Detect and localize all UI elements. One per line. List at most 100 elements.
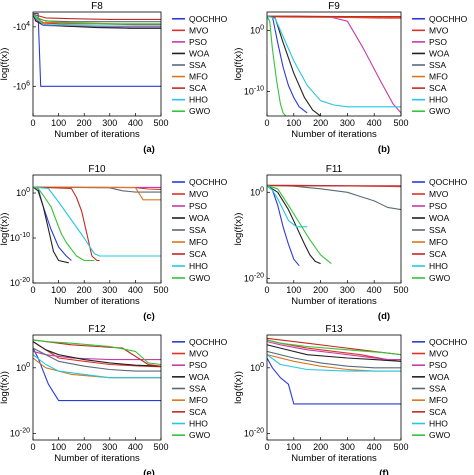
series-line-gwo	[267, 16, 287, 116]
series-line-woa	[33, 341, 161, 367]
series-group	[267, 15, 401, 116]
y-axis-label: log(f(x))	[233, 48, 244, 81]
y-tick-label: 100	[250, 362, 264, 373]
series-line-gwo	[267, 339, 401, 356]
y-tick-label: 100	[250, 186, 264, 197]
x-tick-label: 100	[51, 118, 66, 128]
series-line-qochho	[267, 357, 401, 405]
plot-frame	[32, 11, 162, 117]
chart-title: F8	[91, 1, 103, 12]
plot-frame	[266, 334, 402, 441]
x-tick-label: 400	[128, 442, 143, 452]
series-line-hho	[33, 354, 161, 379]
series-line-gwo	[33, 339, 161, 366]
legend-label: MFO	[429, 72, 448, 82]
y-axis-label: log(f(x))	[0, 371, 10, 404]
legend-label: SCA	[429, 407, 447, 417]
legend-label: SCA	[429, 249, 447, 259]
x-axis-label: Number of iterations	[54, 296, 140, 307]
legend-label: GWO	[189, 430, 211, 440]
y-axis-label: log(f(x))	[233, 371, 244, 404]
series-line-qochho	[33, 12, 161, 87]
panel-caption: (e)	[143, 468, 155, 475]
series-group	[267, 337, 401, 405]
x-tick-label: 200	[313, 442, 328, 452]
series-line-gwo	[33, 13, 161, 25]
x-tick-label: 100	[286, 118, 301, 128]
series-line-qochho	[33, 186, 72, 261]
series-line-hho	[267, 354, 401, 372]
legend-label: HHO	[189, 95, 208, 105]
x-tick-label: 100	[51, 285, 66, 295]
series-line-gwo	[267, 184, 332, 265]
series-group	[33, 339, 161, 402]
legend-label: PSO	[429, 360, 447, 370]
x-tick-label: 400	[367, 118, 382, 128]
x-tick-label: 500	[153, 285, 168, 295]
series-line-ssa	[267, 184, 401, 211]
panel-caption: (f)	[379, 468, 389, 475]
x-tick-label: 500	[393, 285, 408, 295]
legend-label: WOA	[429, 372, 450, 382]
series-line-pso	[267, 341, 401, 361]
legend-label: WOA	[429, 213, 450, 223]
chart-title: F11	[326, 164, 343, 175]
series-line-qochho	[267, 15, 308, 114]
x-tick-label: 300	[102, 285, 117, 295]
legend-label: SSA	[189, 60, 206, 70]
y-tick-label: 10-20	[244, 427, 264, 438]
series-line-woa	[33, 186, 69, 264]
series-line-qochho	[33, 347, 161, 402]
legend-label: QOCHHO	[189, 14, 228, 24]
legend-label: MFO	[189, 395, 208, 405]
legend-label: MFO	[189, 72, 208, 82]
x-axis-label: Number of iterations	[291, 129, 377, 140]
series-line-pso	[33, 350, 161, 361]
x-tick-label: 300	[102, 118, 117, 128]
chart-panel-f12: F12 0 100 200 300 400 500 100 10-20 Number of ite…	[0, 324, 228, 475]
x-tick-label: 0	[30, 285, 35, 295]
y-tick-label: 10-10	[10, 232, 30, 243]
series-line-woa	[267, 15, 321, 116]
panel-caption: (a)	[143, 144, 155, 155]
x-tick-label: 500	[153, 118, 168, 128]
x-tick-label: 300	[340, 442, 355, 452]
series-group	[33, 12, 161, 87]
x-tick-label: 100	[286, 442, 301, 452]
y-tick-label: 100	[16, 187, 30, 198]
x-tick-label: 200	[77, 285, 92, 295]
x-tick-label: 200	[313, 285, 328, 295]
chart-panel-f13: F13 0 100 200 300 400 500 100 10-20 Number of ite…	[233, 324, 468, 475]
legend-label: SCA	[189, 407, 207, 417]
x-tick-label: 500	[393, 442, 408, 452]
legend-label: GWO	[429, 273, 451, 283]
series-line-sca	[267, 337, 401, 356]
y-axis-label: log(f(x))	[0, 48, 10, 81]
x-axis-label: Number of iterations	[54, 129, 140, 140]
chart-panel-f8: F8 0 100 200 300 400 500 -104 -106 Number of iter…	[0, 1, 228, 155]
series-line-sca	[33, 13, 161, 20]
y-tick-label: -106	[13, 80, 30, 91]
legend-label: MFO	[429, 395, 448, 405]
y-tick-label: -104	[13, 21, 30, 32]
x-axis-label: Number of iterations	[291, 296, 377, 307]
legend-label: GWO	[429, 430, 451, 440]
x-tick-label: 300	[340, 118, 355, 128]
legend-label: HHO	[429, 419, 448, 429]
legend-label: MVO	[189, 25, 209, 35]
legend-label: WOA	[189, 213, 210, 223]
legend-label: WOA	[429, 48, 450, 58]
legend-label: QOCHHO	[429, 14, 468, 24]
chart-title: F12	[88, 324, 106, 335]
series-line-pso	[267, 15, 401, 114]
legend-label: MFO	[189, 237, 208, 247]
legend-label: SCA	[189, 83, 207, 93]
legend-label: PSO	[429, 201, 447, 211]
series-line-sca	[33, 339, 161, 367]
series-group	[267, 184, 401, 267]
y-axis-label: log(f(x))	[233, 213, 244, 246]
series-line-mvo	[267, 339, 401, 362]
legend-label: HHO	[429, 261, 448, 271]
series-line-hho	[33, 186, 161, 257]
